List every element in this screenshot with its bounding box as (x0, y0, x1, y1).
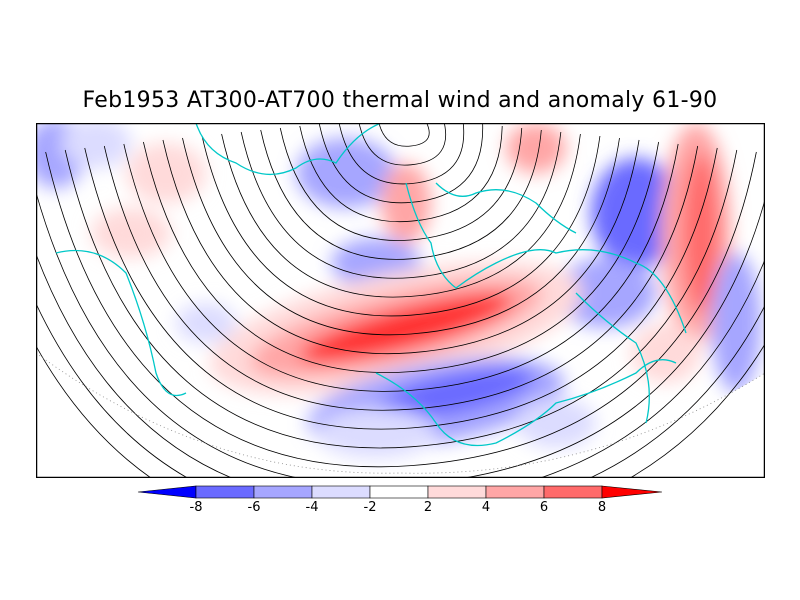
colorbar-segment (253, 485, 313, 499)
colorbar-tick-label: -6 (247, 500, 261, 515)
colorbar-segment (485, 485, 545, 499)
streamline (45, 151, 757, 468)
streamline (123, 143, 679, 392)
colorbar-segment (311, 485, 371, 499)
streamline (84, 147, 718, 430)
colorbar-segment (195, 485, 255, 499)
colorbar-segment (427, 485, 487, 499)
streamline (299, 125, 503, 223)
streamline (36, 302, 765, 478)
colorbar-lower-triangle (137, 485, 197, 499)
streamline (36, 343, 765, 478)
streamline (143, 141, 659, 373)
colorbar-tick-label: 4 (481, 500, 491, 515)
streamline (378, 123, 430, 147)
plot-title: Feb1953 AT300-AT700 thermal wind and ano… (82, 88, 718, 113)
colorbar-upper-triangle (601, 485, 663, 499)
streamline (36, 252, 765, 478)
streamline (64, 149, 738, 449)
streamline (221, 133, 581, 298)
streamline (358, 123, 447, 166)
colorbar-segment (543, 485, 603, 499)
streamline (182, 137, 620, 336)
coastlines (55, 123, 687, 447)
polar-stereographic-map (36, 123, 765, 478)
hemisphere-boundary (36, 352, 765, 474)
streamline (162, 139, 640, 355)
streamline (36, 190, 765, 478)
colorbar-tick-label: 2 (423, 500, 433, 515)
colorbar-segment (369, 485, 429, 499)
map-frame (36, 123, 765, 478)
colorbar-tick-label: 6 (539, 500, 549, 515)
colorbar-tick-label: -2 (363, 500, 377, 515)
colorbar-tick-label: -4 (305, 500, 319, 515)
streamline (279, 127, 523, 241)
colorbar (137, 485, 663, 499)
streamline (103, 145, 699, 411)
streamline (338, 123, 465, 185)
streamline (201, 135, 601, 317)
thermal-wind-streamlines (36, 123, 765, 478)
colorbar-tick-label: 8 (597, 500, 607, 515)
colorbar-tick-label: -8 (189, 500, 203, 515)
